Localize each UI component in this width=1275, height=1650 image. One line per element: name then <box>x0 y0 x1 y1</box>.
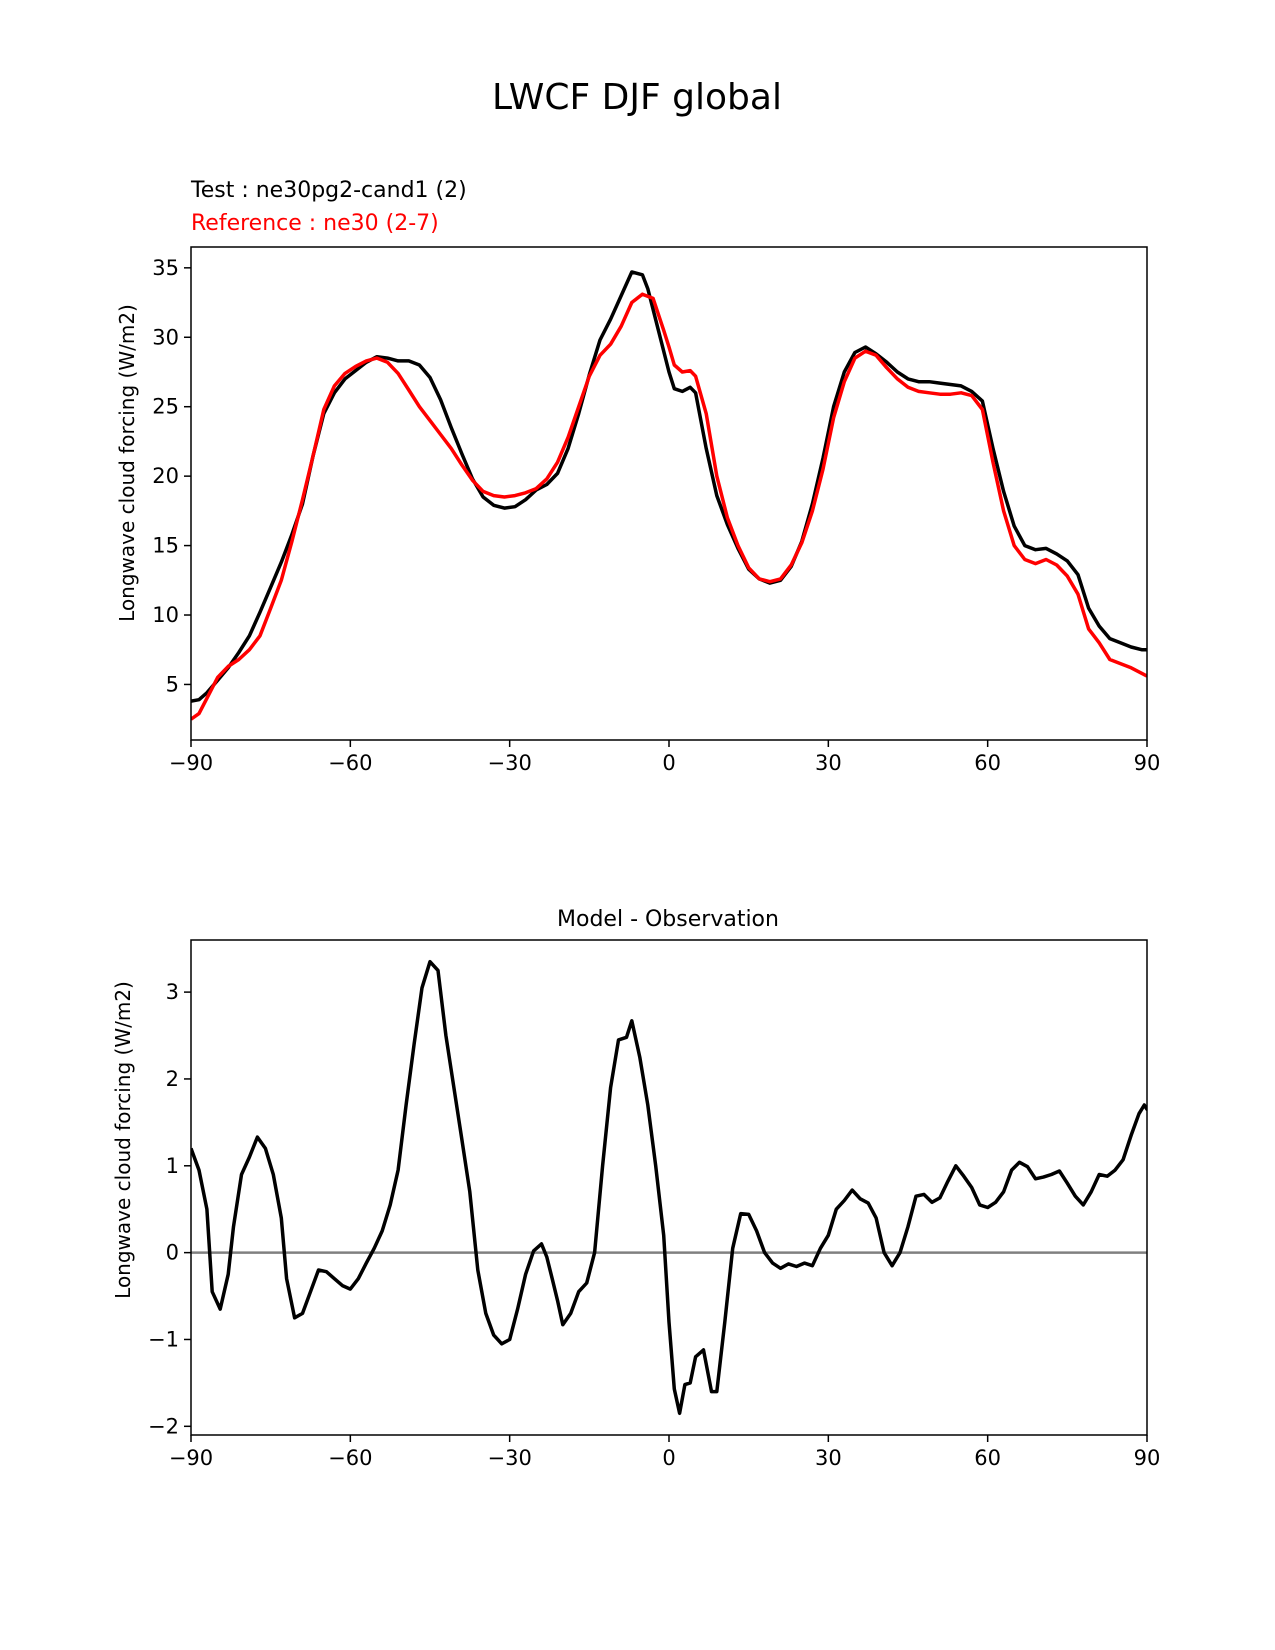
x-tick-label: −60 <box>328 1446 372 1470</box>
x-tick-label: −30 <box>488 1446 532 1470</box>
y-tick-label: 35 <box>152 256 179 280</box>
bottom-chart-title: Model - Observation <box>557 907 779 932</box>
x-tick-label: −90 <box>169 1446 213 1470</box>
y-tick-label: 15 <box>152 534 179 558</box>
y-tick-label: 5 <box>166 672 179 696</box>
x-tick-label: 90 <box>1134 1446 1161 1470</box>
x-tick-label: 30 <box>815 751 842 775</box>
x-tick-label: 60 <box>974 1446 1001 1470</box>
x-tick-label: 0 <box>662 751 675 775</box>
y-tick-label: 0 <box>166 1241 179 1265</box>
figure-title: LWCF DJF global <box>492 77 782 118</box>
top-y-axis-label: Longwave cloud forcing (W/m2) <box>115 304 139 622</box>
y-tick-label: −2 <box>148 1414 179 1438</box>
y-tick-label: 30 <box>152 325 179 349</box>
x-tick-label: 30 <box>815 1446 842 1470</box>
bottom-y-axis-label: Longwave cloud forcing (W/m2) <box>111 981 135 1299</box>
legend-test-label: Test : ne30pg2-cand1 (2) <box>190 178 467 203</box>
y-tick-label: 3 <box>166 980 179 1004</box>
x-tick-label: 60 <box>974 751 1001 775</box>
y-tick-label: 2 <box>166 1067 179 1091</box>
x-tick-label: −90 <box>169 751 213 775</box>
x-tick-label: −30 <box>488 751 532 775</box>
x-tick-label: −60 <box>328 751 372 775</box>
difference-line <box>191 959 1147 1416</box>
y-tick-label: −1 <box>148 1327 179 1351</box>
legend-reference-label: Reference : ne30 (2-7) <box>191 211 439 236</box>
y-tick-label: 1 <box>166 1154 179 1178</box>
bottom-chart: Model - Observation Longwave cloud forci… <box>111 907 1161 1470</box>
y-tick-label: 10 <box>152 603 179 627</box>
x-tick-label: 0 <box>662 1446 675 1470</box>
top-chart: Test : ne30pg2-cand1 (2) Reference : ne3… <box>115 178 1160 775</box>
series-reference-line <box>191 292 1147 721</box>
series-test-line <box>191 270 1147 703</box>
y-tick-label: 20 <box>152 464 179 488</box>
y-tick-label: 25 <box>152 395 179 419</box>
x-tick-label: 90 <box>1134 751 1161 775</box>
